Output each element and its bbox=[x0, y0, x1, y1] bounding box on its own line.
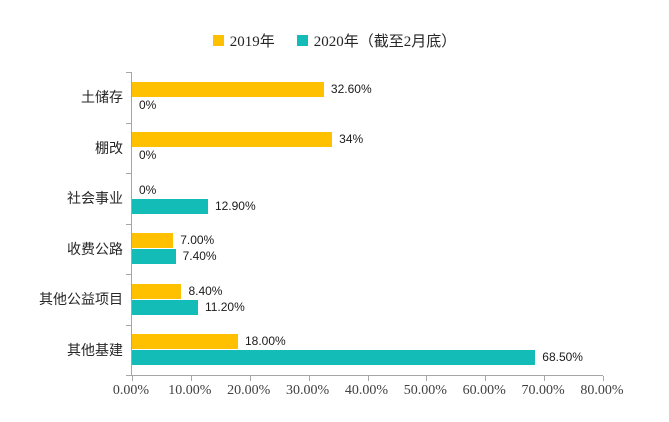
bar-row-series-1: 32.60% bbox=[132, 81, 603, 97]
y-axis-tick bbox=[126, 122, 131, 124]
bar-row-series-2: 11.20% bbox=[132, 299, 603, 315]
x-axis-tick-label: 50.00% bbox=[403, 383, 447, 398]
legend-swatch-2019-icon bbox=[212, 35, 224, 46]
bar-row-series-1: 18.00% bbox=[132, 334, 603, 350]
y-axis-tick bbox=[126, 72, 131, 73]
x-axis-tick bbox=[308, 376, 310, 381]
y-axis-tick bbox=[126, 375, 131, 376]
x-axis-tick bbox=[132, 376, 133, 381]
bar-series-2 bbox=[132, 249, 176, 265]
y-axis-tick bbox=[126, 223, 131, 225]
bar-row-series-1: 7.00% bbox=[132, 233, 603, 249]
bar-series-2 bbox=[132, 198, 208, 214]
bar-series-1 bbox=[132, 233, 174, 249]
bar-series-1 bbox=[132, 132, 333, 148]
x-axis-tick bbox=[426, 376, 428, 381]
legend-label-2020: 2020年（截至2月底） bbox=[313, 34, 457, 50]
x-axis-tick-label: 10.00% bbox=[168, 383, 212, 398]
legend-item-2020: 2020年（截至2月底） bbox=[296, 30, 457, 51]
bar-group: 34% 0% bbox=[132, 123, 603, 174]
y-axis-tick bbox=[126, 274, 131, 275]
bar-row-series-1: 8.40% bbox=[132, 283, 603, 299]
legend-item-2019: 2019年 bbox=[212, 30, 275, 51]
bar-value-label: 0% bbox=[139, 182, 157, 197]
x-axis-tick-label: 20.00% bbox=[227, 383, 271, 398]
legend-swatch-2020-icon bbox=[296, 35, 308, 46]
x-axis-tick-label: 30.00% bbox=[286, 383, 330, 398]
bar-series-2 bbox=[132, 350, 536, 366]
bar-series-2 bbox=[132, 299, 198, 315]
category-label: 土储存 bbox=[81, 91, 123, 107]
x-axis-tick-label: 60.00% bbox=[462, 383, 506, 398]
legend-label-2019: 2019年 bbox=[229, 34, 275, 50]
bar-value-label: 32.60% bbox=[330, 81, 372, 96]
plot-area: 32.60% 0% 34% 0% 0% 12.90% 7.00% 7.40% 8.40% 11.2… bbox=[126, 72, 604, 381]
x-axis-tick bbox=[544, 376, 546, 381]
x-axis-tick-label: 80.00% bbox=[580, 383, 624, 398]
x-axis-tick-label: 70.00% bbox=[521, 383, 565, 398]
x-axis-tick-label: 0.00% bbox=[112, 383, 150, 398]
bar-group: 0% 12.90% bbox=[132, 173, 603, 224]
bar-row-series-1: 0% bbox=[132, 183, 603, 198]
x-axis-tick bbox=[249, 376, 251, 381]
bar-value-label: 68.50% bbox=[542, 350, 583, 365]
category-label: 棚改 bbox=[95, 141, 123, 157]
bar-series-1 bbox=[132, 81, 324, 97]
x-axis-labels: 0.00% 10.00% 20.00% 30.00% 40.00% 50.00% 60.00… bbox=[113, 383, 624, 401]
x-axis-tick bbox=[367, 376, 369, 381]
chart-legend: 2019年 2020年（截至2月底） bbox=[0, 30, 669, 51]
bar-value-label: 7.40% bbox=[182, 249, 217, 264]
bar-row-series-2: 0% bbox=[132, 148, 603, 163]
bar-row-series-2: 0% bbox=[132, 98, 603, 113]
category-label: 其他基建 bbox=[67, 343, 123, 359]
bar-value-label: 11.20% bbox=[204, 299, 245, 314]
bar-group: 32.60% 0% bbox=[132, 72, 603, 123]
bar-value-label: 8.40% bbox=[188, 283, 223, 298]
bar-value-label: 7.00% bbox=[180, 233, 215, 248]
bar-value-label: 0% bbox=[139, 148, 157, 163]
bar-row-series-1: 34% bbox=[132, 132, 603, 148]
bar-series-1 bbox=[132, 334, 238, 350]
bar-value-label: 0% bbox=[139, 97, 157, 112]
bar-group: 7.00% 7.40% bbox=[132, 224, 603, 275]
bar-group: 18.00% 68.50% bbox=[132, 325, 603, 376]
y-axis-tick bbox=[126, 324, 131, 326]
category-label: 其他公益项目 bbox=[39, 293, 123, 309]
bar-value-label: 34% bbox=[339, 132, 364, 147]
x-axis-tick bbox=[485, 376, 487, 381]
category-labels: 土储存棚改社会事业收费公路其他公益项目其他基建 bbox=[0, 72, 123, 375]
bar-row-series-2: 68.50% bbox=[132, 350, 603, 366]
bar-value-label: 12.90% bbox=[214, 198, 256, 213]
category-label: 收费公路 bbox=[67, 242, 123, 258]
bar-value-label: 18.00% bbox=[244, 334, 286, 349]
x-axis-tick bbox=[190, 376, 192, 381]
x-axis-tick-label: 40.00% bbox=[344, 383, 389, 398]
bar-row-series-2: 7.40% bbox=[132, 249, 603, 265]
bar-group: 8.40% 11.20% bbox=[132, 274, 603, 325]
bar-row-series-2: 12.90% bbox=[132, 198, 603, 214]
category-label: 社会事业 bbox=[67, 192, 123, 208]
bar-series-1 bbox=[132, 283, 182, 299]
y-axis-tick bbox=[126, 173, 131, 174]
x-axis-tick bbox=[603, 376, 604, 381]
